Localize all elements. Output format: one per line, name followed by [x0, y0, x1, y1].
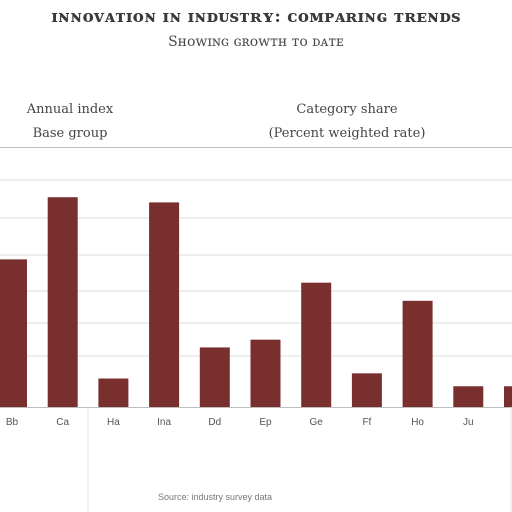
bar — [402, 300, 433, 407]
footer-note: Source: industry survey data — [157, 492, 273, 502]
chart-subtitle: Sʜᴏᴡɪɴɢ ɢʀᴏᴡᴛʜ ᴛᴏ ᴅᴀᴛᴇ — [168, 34, 344, 50]
bar — [47, 197, 78, 407]
x-tick-label: Bb — [6, 417, 19, 428]
bar — [301, 282, 332, 407]
bar — [199, 347, 230, 407]
legend-left: Annual index Base group — [0, 98, 140, 146]
legend-right-line1: Category share — [296, 102, 398, 117]
bar — [149, 202, 180, 407]
bar — [504, 386, 512, 407]
x-tick-label: Ff — [362, 417, 371, 428]
x-tick-label: Ep — [259, 417, 272, 428]
legend-left-line2: Base group — [32, 126, 108, 141]
title-block: ɪɴɴᴏᴠᴀᴛɪᴏɴ ɪɴ ɪɴᴅᴜsᴛʀʏ: ᴄᴏᴍᴘᴀʀɪɴɢ ᴛʀᴇɴᴅs… — [0, 6, 512, 51]
x-tick-label: Ca — [56, 417, 69, 428]
x-tick-label: Dd — [208, 417, 221, 428]
header-divider — [0, 147, 512, 148]
bar — [0, 259, 27, 407]
bar — [453, 386, 484, 407]
x-tick-label: Ho — [411, 417, 424, 428]
bar — [351, 373, 382, 407]
x-tick-label: Ina — [157, 417, 171, 428]
legend-right: Category share (Percent weighted rate) — [262, 98, 432, 146]
x-tick-label: Ha — [107, 417, 120, 428]
legend-right-line2: (Percent weighted rate) — [268, 126, 426, 141]
chart-title: ɪɴɴᴏᴠᴀᴛɪᴏɴ ɪɴ ɪɴᴅᴜsᴛʀʏ: ᴄᴏᴍᴘᴀʀɪɴɢ ᴛʀᴇɴᴅs — [51, 7, 461, 27]
legend-left-line1: Annual index — [26, 102, 114, 117]
x-tick-label: Ge — [310, 417, 324, 428]
bar — [250, 339, 281, 407]
x-tick-label: Ju — [463, 417, 474, 428]
bar — [98, 378, 129, 407]
